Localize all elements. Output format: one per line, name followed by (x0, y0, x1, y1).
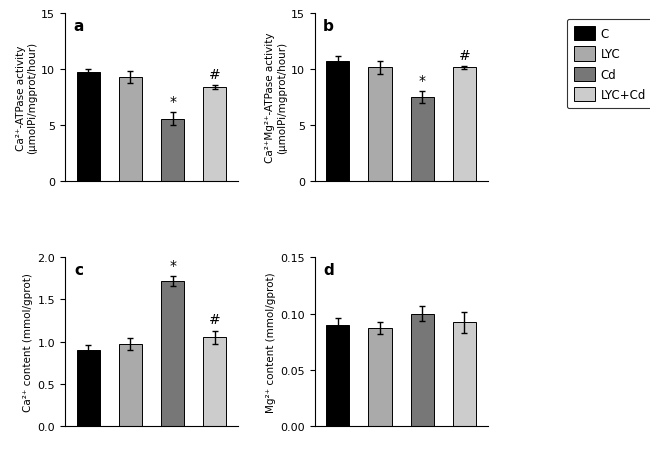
Bar (77, 350, 100, 426)
Text: *: * (169, 94, 176, 108)
Y-axis label: Ca²⁺ content (mmol/gprot): Ca²⁺ content (mmol/gprot) (23, 273, 33, 411)
Legend: C, LYC, Cd, LYC+Cd: C, LYC, Cd, LYC+Cd (567, 20, 650, 109)
Text: #: # (458, 49, 471, 63)
Bar (119, 344, 142, 426)
Text: a: a (73, 19, 84, 34)
Bar (411, 314, 434, 426)
Text: b: b (323, 19, 334, 34)
Y-axis label: Ca²⁺Mg²⁺-ATPase activity
(μmolPi/mgprot/hour): Ca²⁺Mg²⁺-ATPase activity (μmolPi/mgprot/… (265, 33, 287, 163)
Bar (369, 328, 392, 426)
Text: #: # (209, 68, 220, 82)
Bar (326, 325, 350, 426)
Bar (161, 119, 184, 182)
Text: c: c (74, 263, 83, 278)
Bar (453, 68, 476, 182)
Text: #: # (209, 313, 220, 327)
Text: d: d (323, 263, 334, 278)
Bar (453, 323, 476, 426)
Text: *: * (419, 74, 426, 88)
Bar (369, 68, 392, 182)
Bar (411, 98, 434, 182)
Bar (77, 73, 100, 182)
Y-axis label: Ca²⁺-ATPase activity
(μmolPi/mgprot/hour): Ca²⁺-ATPase activity (μmolPi/mgprot/hour… (16, 42, 37, 154)
Bar (203, 88, 226, 182)
Bar (119, 78, 142, 182)
Bar (161, 282, 184, 426)
Bar (326, 62, 350, 182)
Bar (203, 338, 226, 426)
Text: *: * (169, 258, 176, 272)
Y-axis label: Mg²⁺ content (mmol/gprot): Mg²⁺ content (mmol/gprot) (266, 272, 276, 412)
